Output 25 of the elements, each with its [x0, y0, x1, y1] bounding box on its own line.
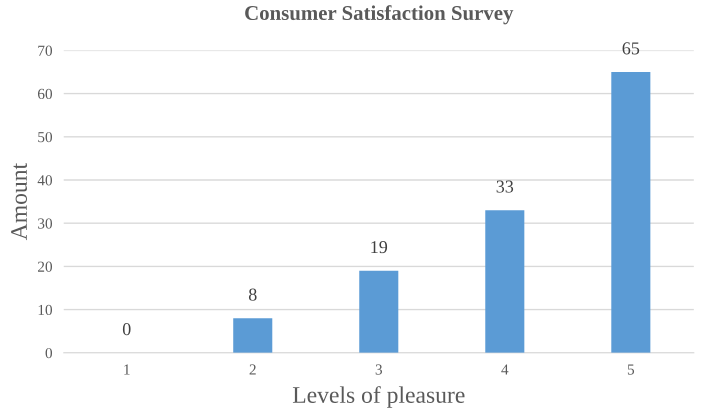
data-label: 19	[371, 241, 388, 254]
y-axis-title: Amount	[11, 163, 27, 240]
bar	[485, 210, 524, 353]
x-tick-label: 3	[376, 364, 382, 375]
y-tick-label: 20	[38, 262, 52, 272]
x-tick-label: 2	[250, 364, 256, 375]
y-tick-label: 10	[38, 304, 52, 316]
data-label: 65	[622, 42, 640, 54]
data-label: 8	[248, 288, 257, 301]
bar	[233, 318, 272, 353]
chart-title: Consumer Satisfaction Survey	[245, 5, 514, 24]
y-tick-label: 0	[46, 348, 52, 358]
y-tick-label: 40	[38, 175, 52, 186]
data-label: 0	[122, 323, 131, 336]
y-tick-label: 60	[38, 88, 52, 100]
x-tick-label: 4	[501, 364, 508, 375]
bar	[611, 72, 650, 353]
bar	[359, 270, 398, 353]
y-tick-label: 70	[38, 46, 52, 56]
x-tick-label: 1	[124, 364, 130, 375]
x-axis-title: Levels of pleasure	[292, 386, 464, 408]
data-label: 33	[496, 180, 514, 193]
y-tick-label: 30	[38, 218, 52, 229]
y-tick-label: 50	[38, 132, 52, 142]
x-tick-label: 5	[628, 364, 634, 375]
